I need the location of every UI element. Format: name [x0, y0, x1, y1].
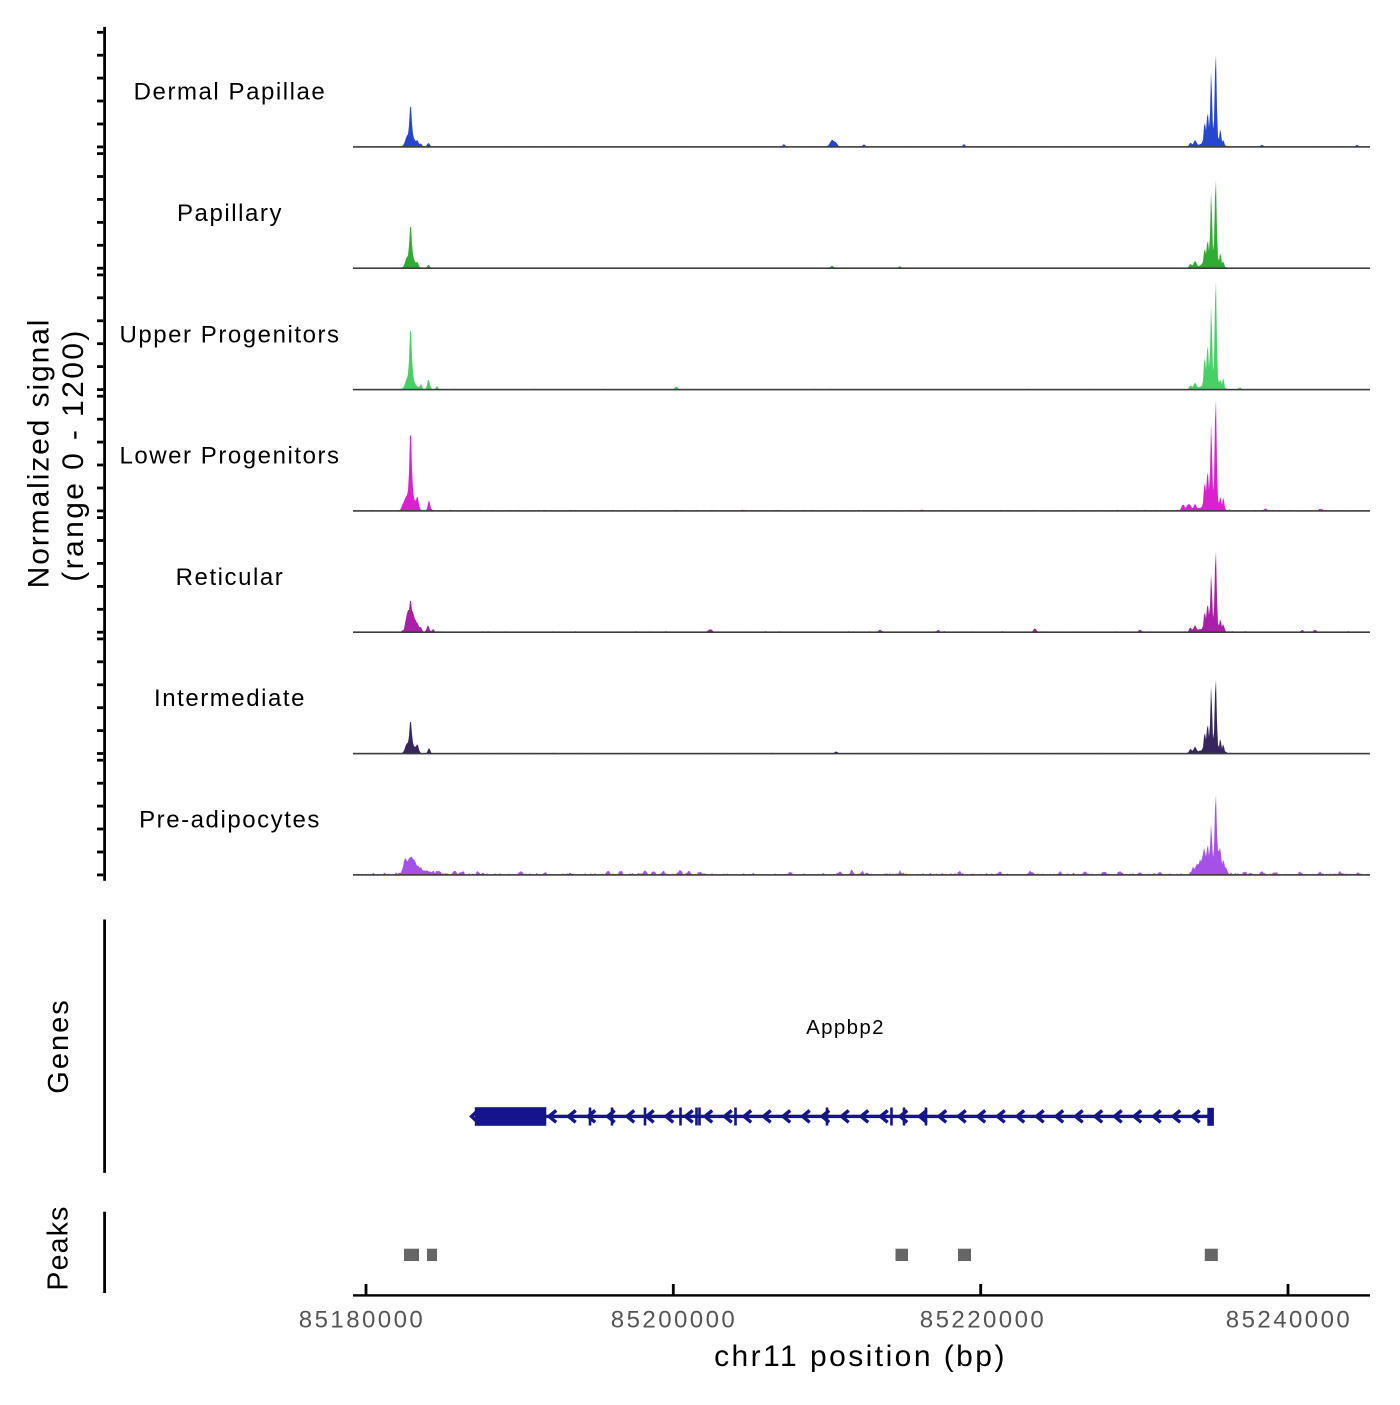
- svg-text:Pre-adipocytes: Pre-adipocytes: [139, 807, 321, 834]
- svg-text:Normalized signal: Normalized signal: [23, 318, 56, 589]
- svg-text:85220000: 85220000: [920, 1307, 1046, 1334]
- svg-text:Peaks: Peaks: [43, 1205, 75, 1290]
- svg-text:Intermediate: Intermediate: [154, 685, 306, 712]
- svg-text:(range 0 - 1200): (range 0 - 1200): [57, 328, 90, 582]
- svg-text:Lower Progenitors: Lower Progenitors: [119, 443, 340, 470]
- svg-text:chr11 position (bp): chr11 position (bp): [714, 1340, 1007, 1373]
- svg-text:85200000: 85200000: [611, 1307, 737, 1334]
- svg-text:85240000: 85240000: [1226, 1307, 1352, 1334]
- svg-text:85180000: 85180000: [299, 1307, 425, 1334]
- svg-text:Papillary: Papillary: [177, 200, 283, 227]
- svg-text:Upper Progenitors: Upper Progenitors: [119, 321, 340, 348]
- svg-text:Genes: Genes: [43, 998, 75, 1093]
- svg-text:Reticular: Reticular: [176, 564, 285, 591]
- svg-text:Dermal Papillae: Dermal Papillae: [134, 79, 327, 106]
- svg-text:Appbp2: Appbp2: [806, 1016, 885, 1039]
